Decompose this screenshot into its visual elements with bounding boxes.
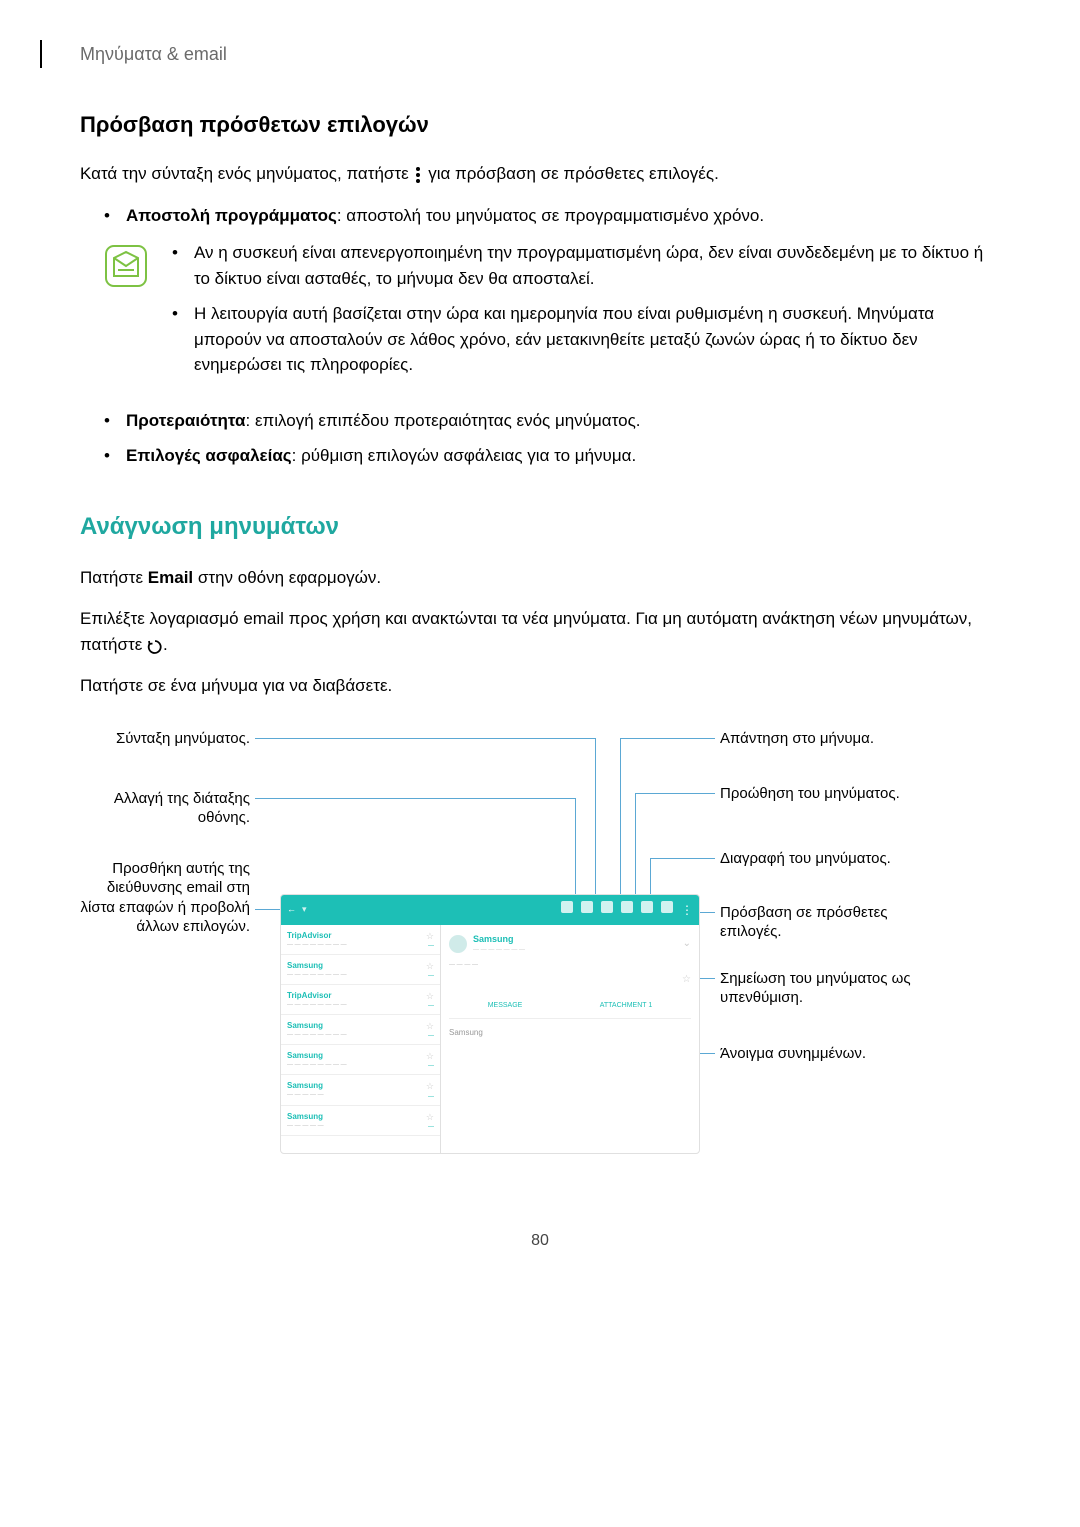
label-compose: Σύνταξη μηνύματος. — [80, 729, 250, 749]
label-attachments: Άνοιγμα συνημμένων. — [720, 1044, 940, 1064]
bullet-item: • Αποστολή προγράμματος: αποστολή του μη… — [80, 203, 1000, 229]
bullet1-bold: Αποστολή προγράμματος — [126, 206, 337, 225]
note-icon — [104, 244, 148, 288]
p2-before: Επιλέξτε λογαριασμό email προς χρήση και… — [80, 609, 972, 654]
dropdown-icon: ⌄ — [683, 936, 691, 951]
section1-heading: Πρόσβαση πρόσθετων επιλογών — [80, 108, 1000, 141]
back-icon: ← — [287, 903, 296, 917]
item-subj: Samsung — [287, 1050, 434, 1062]
tab-message: MESSAGE — [488, 1001, 523, 1012]
section2-p3: Πατήστε σε ένα μήνυμα για να διαβάσετε. — [80, 673, 1000, 699]
label-layout: Αλλαγή της διάταξης οθόνης. — [80, 789, 250, 828]
tb-icon-1 — [561, 901, 573, 913]
more-options-icon — [413, 167, 423, 183]
list-item: Samsung — — — — — — — — ☆— — [281, 1045, 440, 1075]
bullet-item: • Επιλογές ασφαλείας: ρύθμιση επιλογών α… — [80, 443, 1000, 469]
note2-text: Η λειτουργία αυτή βασίζεται στην ώρα και… — [194, 301, 1000, 378]
p1-before: Πατήστε — [80, 568, 148, 587]
tab-attachment: ATTACHMENT 1 — [600, 1001, 653, 1012]
note-bullet2: • Η λειτουργία αυτή βασίζεται στην ώρα κ… — [172, 301, 1000, 378]
sender-name: Samsung — [473, 933, 525, 947]
page-header: Μηνύματα & email — [40, 40, 1000, 68]
list-item: Samsung — — — — — ☆— — [281, 1106, 440, 1136]
section1-intro: Κατά την σύνταξη ενός μηνύματος, πατήστε… — [80, 161, 1000, 187]
refresh-icon — [147, 637, 163, 653]
bullet3-text: : ρύθμιση επιλογών ασφάλειας για το μήνυ… — [292, 446, 637, 465]
tb-icon-2 — [581, 901, 593, 913]
intro-after: για πρόσβαση σε πρόσθετες επιλογές. — [428, 164, 719, 183]
screenshot-toolbar: ← ▾ ⋮ — [281, 895, 699, 925]
tb-icon-6 — [661, 901, 673, 913]
list-item: Samsung — — — — — — — — ☆— — [281, 1015, 440, 1045]
tb-icon-4 — [621, 901, 633, 913]
bullet2-text: : επιλογή επιπέδου προτεραιότητας ενός μ… — [246, 411, 641, 430]
p1-after: στην οθόνη εφαρμογών. — [193, 568, 381, 587]
item-subj: Samsung — [287, 1080, 434, 1092]
label-forward: Προώθηση του μηνύματος. — [720, 784, 940, 804]
intro-before: Κατά την σύνταξη ενός μηνύματος, πατήστε — [80, 164, 413, 183]
message-list: TripAdvisor — — — — — — — — ☆— Samsung —… — [281, 925, 441, 1154]
item-subj: TripAdvisor — [287, 930, 434, 942]
bullet-dot: • — [104, 203, 126, 229]
note-block: • Αν η συσκευή είναι απενεργοποιημένη τη… — [104, 240, 1000, 388]
page-number: 80 — [80, 1229, 1000, 1253]
message-body: Samsung — [449, 1027, 691, 1039]
note-bullet1: • Αν η συσκευή είναι απενεργοποιημένη τη… — [172, 240, 1000, 291]
item-subj: Samsung — [287, 1111, 434, 1123]
bullet1-text: : αποστολή του μηνύματος σε προγραμματισ… — [337, 206, 764, 225]
list-item: Samsung — — — — — ☆— — [281, 1075, 440, 1105]
email-app-screenshot: ← ▾ ⋮ TripAdvisor — — — — — — — [280, 894, 700, 1154]
section2-p2: Επιλέξτε λογαριασμό email προς χρήση και… — [80, 606, 1000, 657]
label-add-contact: Προσθήκη αυτής της διεύθυνσης email στη … — [80, 859, 250, 937]
account-dropdown: ▾ — [302, 903, 307, 917]
bullet-item: • Προτεραιότητα: επιλογή επιπέδου προτερ… — [80, 408, 1000, 434]
item-subj: Samsung — [287, 1020, 434, 1032]
p2-after: . — [163, 635, 168, 654]
item-subj: TripAdvisor — [287, 990, 434, 1002]
note1-text: Αν η συσκευή είναι απενεργοποιημένη την … — [194, 240, 1000, 291]
bullet2-bold: Προτεραιότητα — [126, 411, 246, 430]
section2-heading: Ανάγνωση μηνυμάτων — [80, 509, 1000, 545]
list-item: TripAdvisor — — — — — — — — ☆— — [281, 985, 440, 1015]
section2-p1: Πατήστε Email στην οθόνη εφαρμογών. — [80, 565, 1000, 591]
avatar — [449, 935, 467, 953]
list-item: Samsung — — — — — — — — ☆— — [281, 955, 440, 985]
item-subj: Samsung — [287, 960, 434, 972]
label-reply: Απάντηση στο μήνυμα. — [720, 729, 940, 749]
label-more: Πρόσβαση σε πρόσθετες επιλογές. — [720, 903, 940, 942]
tb-icon-5 — [641, 901, 653, 913]
bullet3-bold: Επιλογές ασφαλείας — [126, 446, 292, 465]
message-meta: — — — — — [449, 961, 691, 970]
list-item: TripAdvisor — — — — — — — — ☆— — [281, 925, 440, 955]
message-preview: Samsung — — — — — — — ⌄ — — — — ☆ MESSAG… — [441, 925, 699, 1154]
label-delete: Διαγραφή του μηνύματος. — [720, 849, 940, 869]
tb-icon-3 — [601, 901, 613, 913]
tb-more-icon: ⋮ — [681, 901, 693, 919]
annotated-screenshot-diagram: Σύνταξη μηνύματος. Αλλαγή της διάταξης ο… — [80, 729, 1000, 1169]
star-reminder-icon: ☆ — [449, 972, 691, 987]
label-reminder: Σημείωση του μηνύματος ως υπενθύμιση. — [720, 969, 940, 1008]
p1-bold: Email — [148, 568, 193, 587]
